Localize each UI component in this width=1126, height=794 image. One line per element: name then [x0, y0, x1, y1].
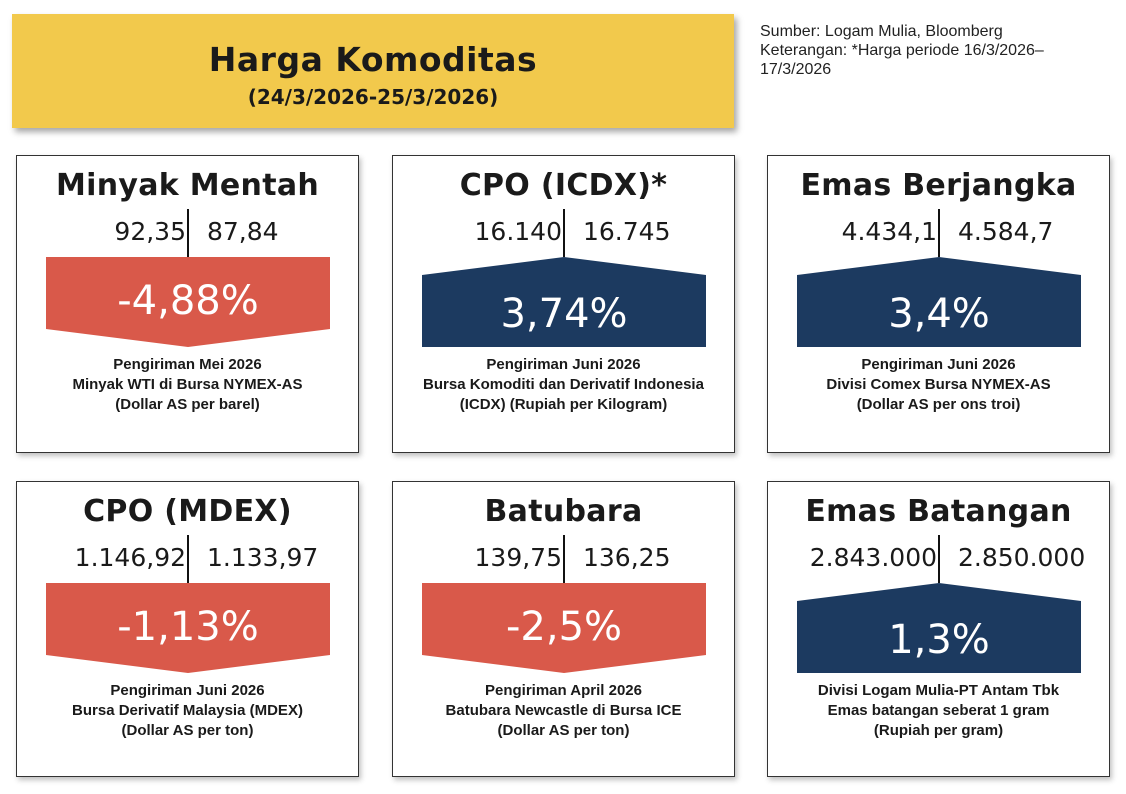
change-arrow-up: 3,4%	[796, 257, 1081, 347]
commodity-card-batubara: Batubara 139,75 136,25 -2,5% Pengiriman …	[392, 481, 735, 777]
desc-line: Pengiriman Mei 2026	[113, 356, 262, 373]
desc-line: (ICDX) (Rupiah per Kilogram)	[459, 396, 668, 413]
desc-line: (Dollar AS per ons troi)	[856, 396, 1021, 413]
change-percent: -4,88%	[117, 278, 259, 324]
commodity-card-emas-berjangka: Emas Berjangka 4.434,1 4.584,7 3,4% Peng…	[767, 155, 1110, 453]
commodity-card-cpo-icdx: CPO (ICDX)* 16.140 16.745 3,74% Pengirim…	[392, 155, 735, 453]
price-new: 136,25	[583, 543, 671, 572]
commodity-name: Minyak Mentah	[55, 168, 320, 203]
desc-line: Pengiriman Juni 2026	[110, 682, 265, 699]
price-divider	[563, 535, 565, 583]
desc-line: Batubara Newcastle di Bursa ICE	[445, 702, 682, 719]
desc-line: Pengiriman Juni 2026	[486, 356, 641, 373]
commodity-description: Pengiriman Mei 2026 Minyak WTI di Bursa …	[17, 355, 358, 415]
desc-line: Divisi Comex Bursa NYMEX-AS	[826, 376, 1051, 393]
commodity-card-emas-batangan: Emas Batangan 2.843.000 2.850.000 1,3% D…	[767, 481, 1110, 777]
price-old: 4.434,1	[841, 217, 937, 246]
source-line: Sumber: Logam Mulia, Bloomberg	[760, 23, 1003, 40]
commodity-name: Emas Batangan	[805, 494, 1072, 529]
desc-line: Bursa Komoditi dan Derivatif Indonesia	[423, 376, 704, 393]
desc-line: (Dollar AS per ton)	[121, 722, 254, 739]
commodity-name: Batubara	[484, 494, 643, 529]
commodity-description: Pengiriman April 2026 Batubara Newcastle…	[393, 681, 734, 741]
change-arrow-up: 1,3%	[796, 583, 1081, 673]
desc-line: (Rupiah per gram)	[873, 722, 1004, 739]
price-new: 16.745	[583, 217, 671, 246]
desc-line: Bursa Derivatif Malaysia (MDEX)	[72, 702, 303, 719]
price-old: 92,35	[114, 217, 186, 246]
change-arrow-down: -1,13%	[45, 583, 330, 673]
commodity-card-cpo-mdex: CPO (MDEX) 1.146,92 1.133,97 -1,13% Peng…	[16, 481, 359, 777]
change-percent: -2,5%	[505, 604, 621, 650]
page-title: Harga Komoditas	[208, 40, 538, 79]
commodity-name: Emas Berjangka	[800, 168, 1077, 203]
desc-line: Divisi Logam Mulia-PT Antam Tbk	[817, 682, 1060, 699]
price-old: 16.140	[474, 217, 562, 246]
price-row: 139,75 136,25	[393, 535, 734, 583]
price-old: 2.843.000	[809, 543, 937, 572]
price-divider	[187, 535, 189, 583]
commodity-card-minyak-mentah: Minyak Mentah 92,35 87,84 -4,88% Pengiri…	[16, 155, 359, 453]
commodity-description: Pengiriman Juni 2026 Bursa Komoditi dan …	[393, 355, 734, 415]
note-line: Keterangan: *Harga periode 16/3/2026–17/…	[760, 42, 1044, 78]
price-row: 92,35 87,84	[17, 209, 358, 257]
price-row: 16.140 16.745	[393, 209, 734, 257]
price-row: 1.146,92 1.133,97	[17, 535, 358, 583]
price-divider	[938, 209, 940, 257]
change-arrow-down: -2,5%	[421, 583, 706, 673]
desc-line: Pengiriman Juni 2026	[861, 356, 1016, 373]
price-old: 139,75	[474, 543, 562, 572]
commodity-description: Pengiriman Juni 2026 Bursa Derivatif Mal…	[17, 681, 358, 741]
price-new: 87,84	[207, 217, 279, 246]
price-row: 2.843.000 2.850.000	[768, 535, 1109, 583]
desc-line: Emas batangan seberat 1 gram	[827, 702, 1050, 719]
price-new: 4.584,7	[958, 217, 1054, 246]
price-old: 1.146,92	[74, 543, 186, 572]
price-divider	[187, 209, 189, 257]
desc-line: (Dollar AS per barel)	[115, 396, 260, 413]
price-row: 4.434,1 4.584,7	[768, 209, 1109, 257]
change-percent: 3,74%	[500, 291, 627, 337]
price-divider	[938, 535, 940, 583]
header-banner: Harga Komoditas (24/3/2026-25/3/2026)	[12, 14, 734, 128]
change-arrow-down: -4,88%	[45, 257, 330, 347]
desc-line: (Dollar AS per ton)	[497, 722, 630, 739]
change-arrow-up: 3,74%	[421, 257, 706, 347]
price-divider	[563, 209, 565, 257]
commodity-name: CPO (MDEX)	[83, 494, 292, 529]
price-new: 1.133,97	[207, 543, 319, 572]
desc-line: Minyak WTI di Bursa NYMEX-AS	[72, 376, 303, 393]
source-note: Sumber: Logam Mulia, Bloomberg Keteranga…	[760, 22, 1110, 79]
price-new: 2.850.000	[958, 543, 1086, 572]
commodity-description: Pengiriman Juni 2026 Divisi Comex Bursa …	[768, 355, 1109, 415]
desc-line: Pengiriman April 2026	[484, 682, 642, 699]
commodity-description: Divisi Logam Mulia-PT Antam Tbk Emas bat…	[768, 681, 1109, 741]
change-percent: -1,13%	[117, 604, 259, 650]
change-percent: 3,4%	[888, 291, 990, 337]
change-percent: 1,3%	[888, 617, 990, 663]
date-range: (24/3/2026-25/3/2026)	[247, 85, 499, 109]
commodity-name: CPO (ICDX)*	[459, 168, 668, 203]
